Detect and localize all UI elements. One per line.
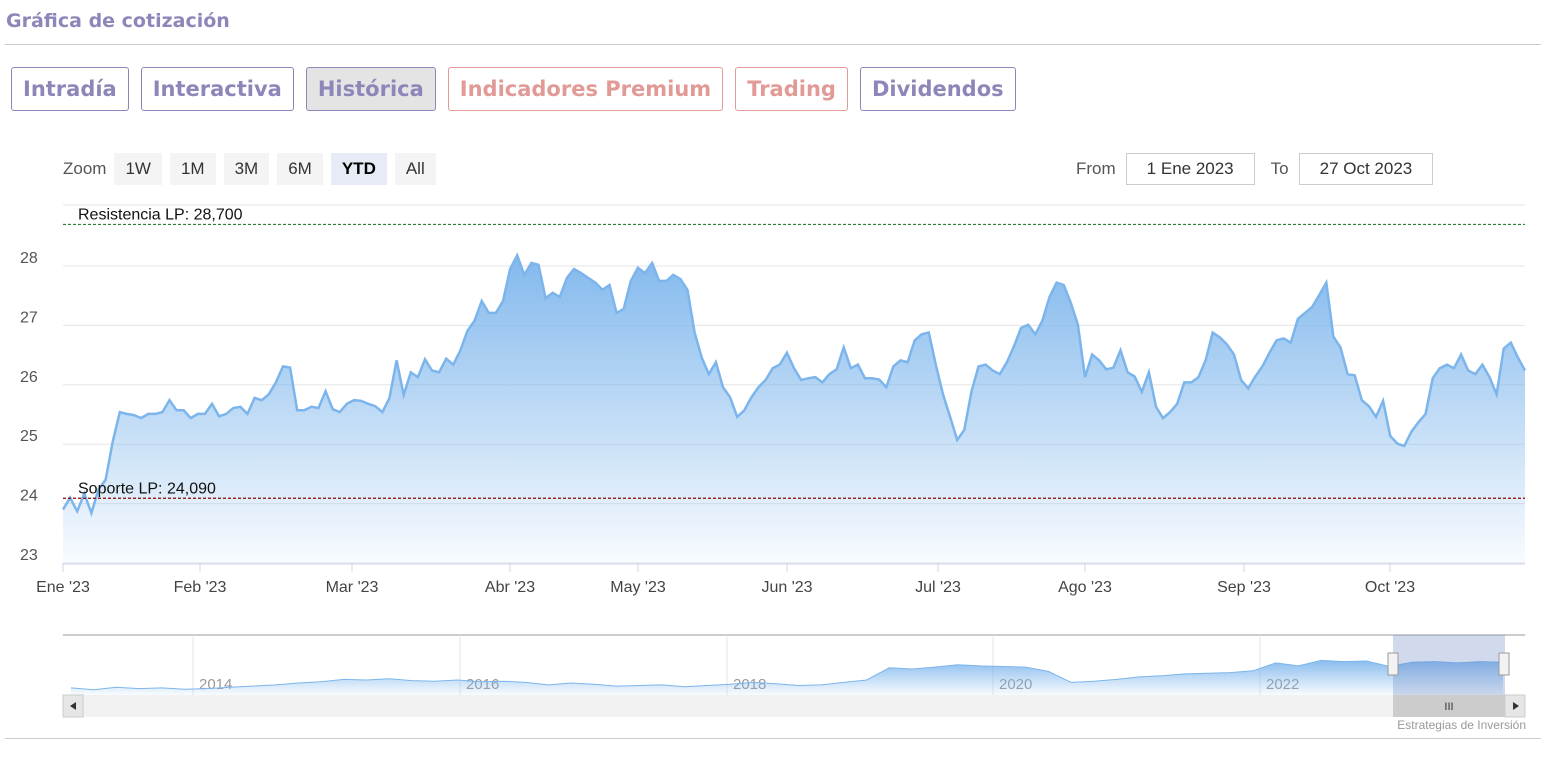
navigator-selection bbox=[1393, 635, 1505, 695]
arrow-left-icon bbox=[70, 702, 76, 710]
x-tick-label: Feb '23 bbox=[174, 579, 227, 596]
x-tick-label: Mar '23 bbox=[326, 579, 379, 596]
y-tick-label: 25 bbox=[20, 428, 38, 445]
navigator-scrollbar bbox=[63, 695, 1525, 717]
tab-intradia[interactable]: Intradía bbox=[11, 67, 129, 111]
x-tick-label: Jul '23 bbox=[915, 579, 961, 596]
scroll-left-button bbox=[62, 694, 84, 718]
navigator-year-label: 2018 bbox=[733, 676, 766, 693]
x-tick-label: Ago '23 bbox=[1058, 579, 1112, 596]
y-tick-label: 28 bbox=[20, 250, 38, 267]
tab-historica[interactable]: Histórica bbox=[305, 67, 436, 111]
navigator-area bbox=[71, 660, 1503, 695]
x-tick-label: Sep '23 bbox=[1217, 579, 1271, 596]
navigator-year-label: 2014 bbox=[199, 676, 232, 693]
navigator-year-label: 2016 bbox=[466, 676, 499, 693]
zoom-all-button[interactable]: All bbox=[394, 153, 436, 185]
tab-interactiva[interactable]: Interactiva bbox=[140, 67, 294, 111]
price-line bbox=[61, 252, 1527, 518]
x-tick-label: Ene '23 bbox=[36, 579, 90, 596]
tab-trading[interactable]: Trading bbox=[735, 67, 848, 111]
navigator-year-label: 2020 bbox=[999, 676, 1032, 693]
navigator-handle bbox=[1498, 652, 1510, 676]
tab-indicadores-premium[interactable]: Indicadores Premium bbox=[447, 67, 724, 111]
zoom-1m-button[interactable]: 1M bbox=[169, 153, 216, 185]
y-tick-label: 27 bbox=[20, 309, 38, 326]
x-tick-label: May '23 bbox=[610, 579, 666, 596]
navigator-line bbox=[70, 659, 1504, 691]
divider bbox=[5, 44, 1541, 45]
resistance-label: Resistencia LP: 28,700 bbox=[78, 206, 243, 223]
arrow-right-icon bbox=[1513, 702, 1519, 710]
y-tick-label: 26 bbox=[20, 369, 38, 386]
x-tick-label: Jun '23 bbox=[761, 579, 812, 596]
zoom-1w-button[interactable]: 1W bbox=[114, 153, 162, 185]
zoom-3m-button[interactable]: 3M bbox=[223, 153, 270, 185]
divider-bottom bbox=[5, 738, 1541, 739]
zoom-ytd-button[interactable]: YTD bbox=[330, 153, 387, 185]
support-label: Soporte LP: 24,090 bbox=[78, 480, 216, 497]
tab-dividendos[interactable]: Dividendos bbox=[859, 67, 1016, 111]
navigator-year-label: 2022 bbox=[1266, 676, 1299, 693]
credit-label: Estrategias de Inversión bbox=[1397, 718, 1526, 732]
zoom-6m-button[interactable]: 6M bbox=[277, 153, 323, 185]
scrollbar-grip-icon: III bbox=[1444, 701, 1453, 713]
date-range: From 1 Ene 2023 To 27 Oct 2023 bbox=[1076, 153, 1434, 185]
page-title: Gráfica de cotización bbox=[6, 10, 230, 32]
to-label: To bbox=[1270, 159, 1289, 178]
zoom-selector: Zoom 1W 1M 3M 6M YTD All bbox=[63, 153, 436, 185]
scrollbar-thumb bbox=[1393, 695, 1505, 717]
y-tick-label: 24 bbox=[20, 488, 38, 505]
y-tick-label: 23 bbox=[20, 547, 38, 564]
to-date-input[interactable]: 27 Oct 2023 bbox=[1298, 153, 1434, 185]
navigator-handle bbox=[1387, 652, 1399, 676]
from-label: From bbox=[1076, 159, 1116, 178]
scroll-right-button bbox=[1504, 694, 1526, 718]
chart-tabs: Intradía Interactiva Histórica Indicador… bbox=[11, 67, 1016, 111]
price-area bbox=[63, 255, 1525, 564]
x-tick-label: Abr '23 bbox=[485, 579, 535, 596]
from-date-input[interactable]: 1 Ene 2023 bbox=[1125, 153, 1255, 185]
zoom-label: Zoom bbox=[63, 159, 107, 178]
x-tick-label: Oct '23 bbox=[1365, 579, 1415, 596]
